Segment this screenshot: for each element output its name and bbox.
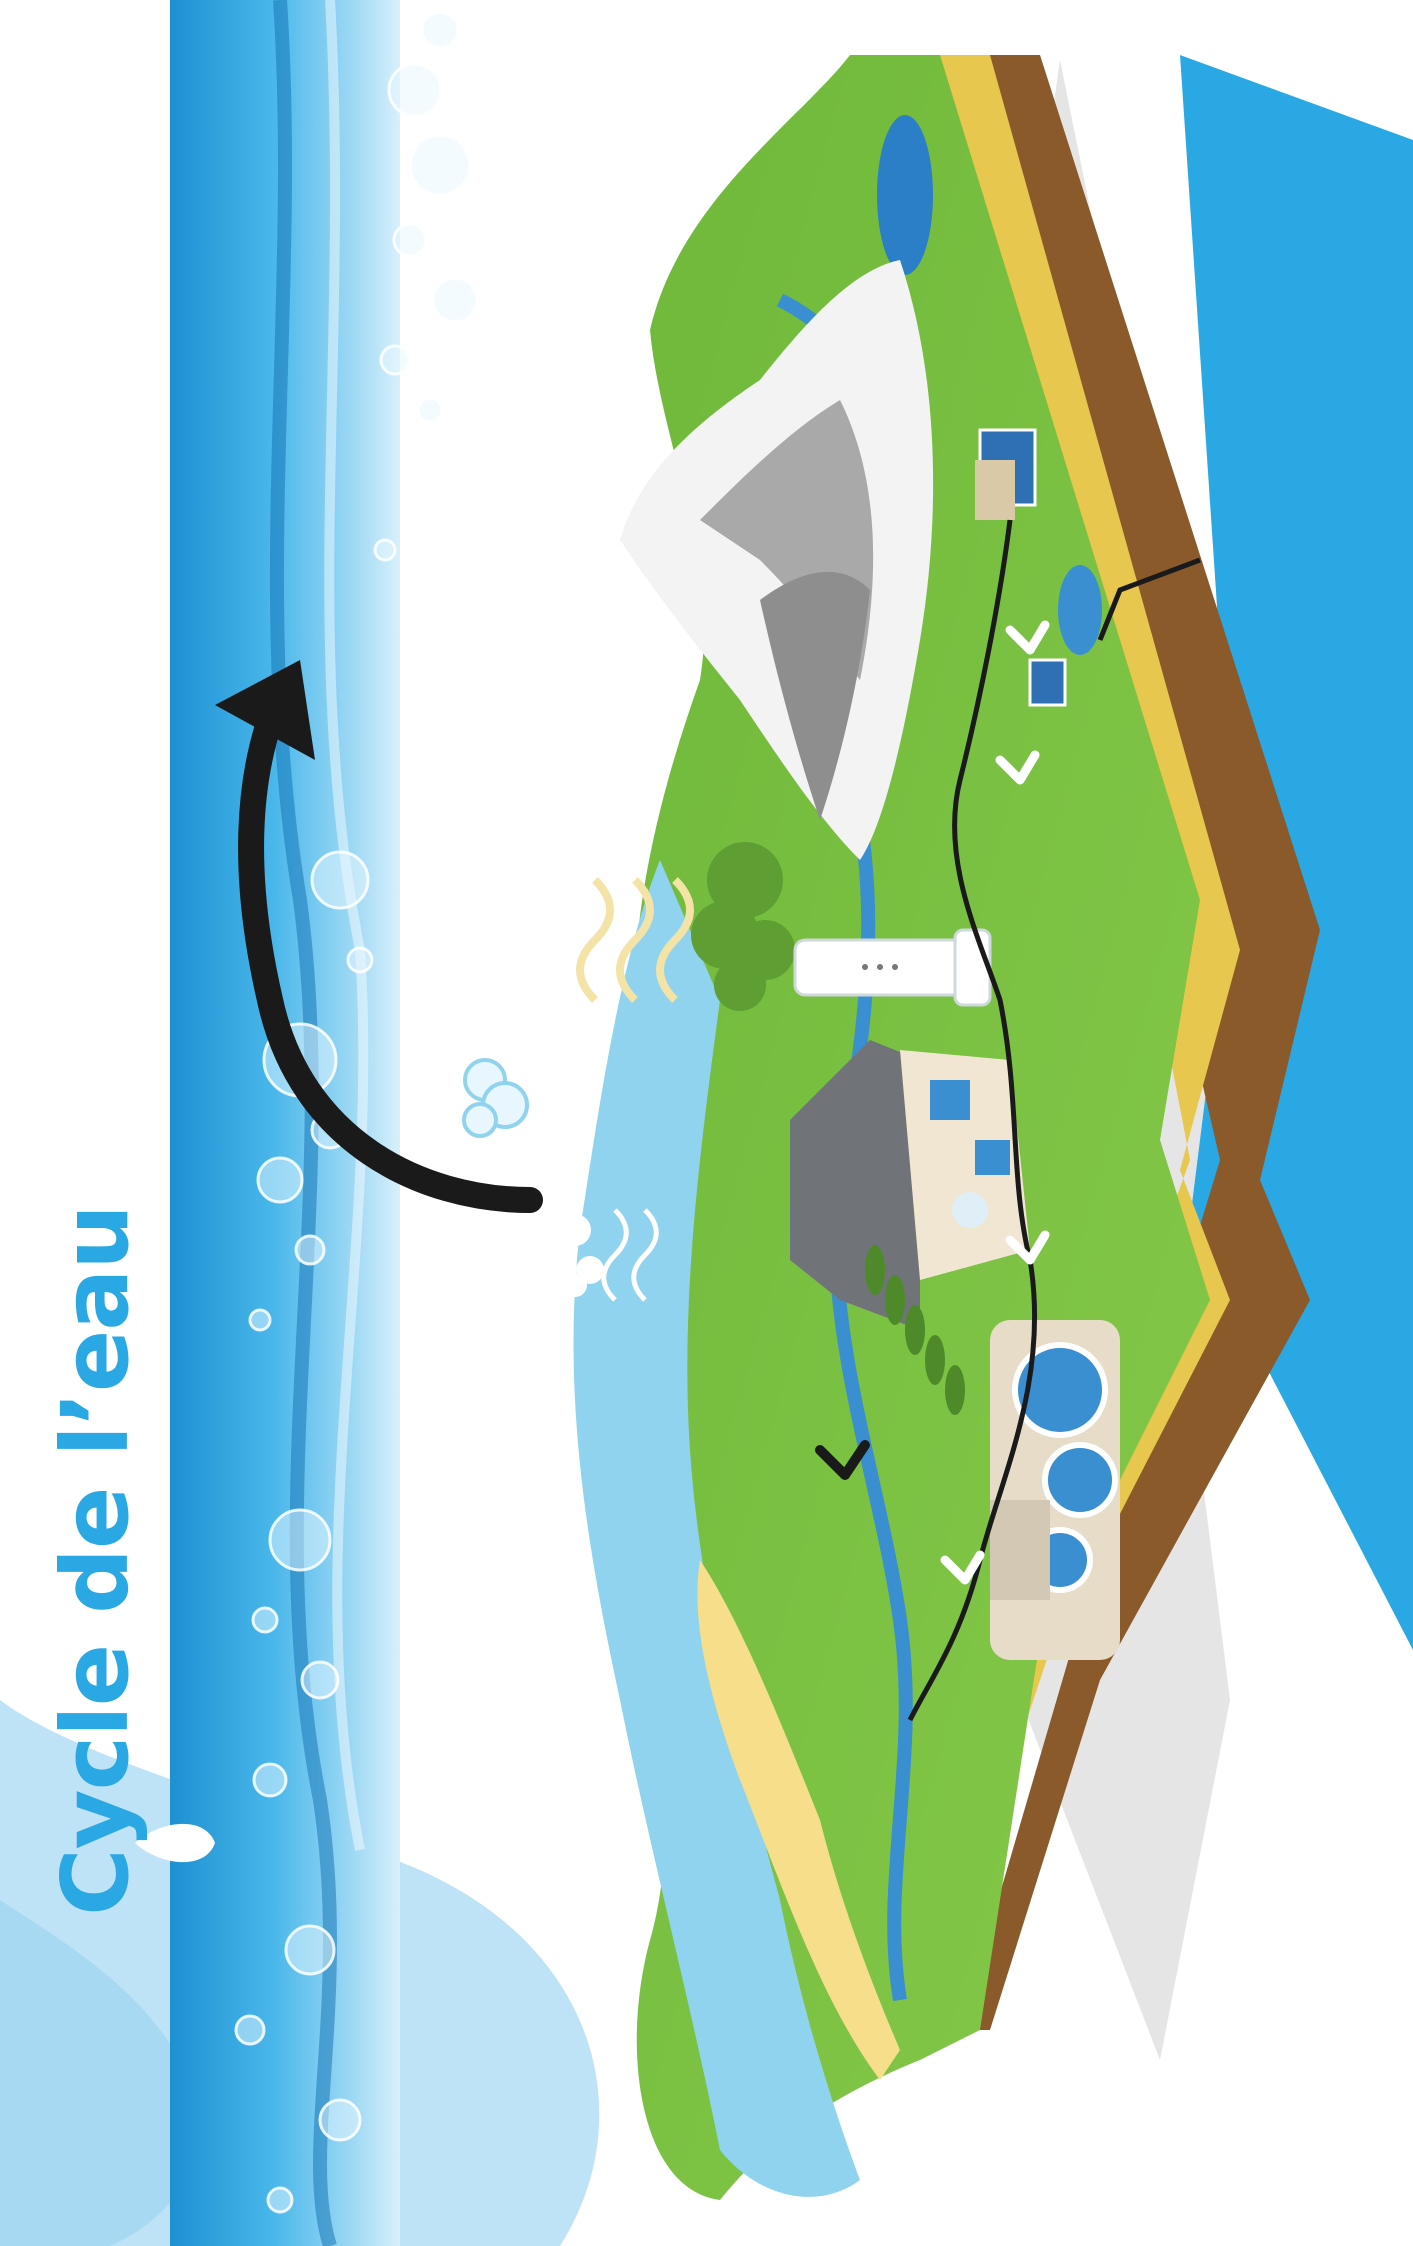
title-container: Cycle de l’eau bbox=[40, 1205, 150, 1916]
flow-arrow-icon bbox=[815, 1440, 870, 1480]
house-icon bbox=[790, 1040, 1030, 1330]
tree-icon bbox=[691, 842, 795, 1011]
mountain-icon bbox=[620, 260, 934, 860]
flow-arrow-icon bbox=[940, 620, 1050, 1585]
water-tower-icon bbox=[793, 928, 992, 1007]
water-drop-icon bbox=[135, 1823, 215, 1863]
cloud-outline-icon bbox=[462, 1058, 529, 1138]
treatment-plant-icon bbox=[990, 1320, 1120, 1660]
solar-panel-icon bbox=[975, 428, 1067, 707]
cloud-icon bbox=[535, 1190, 604, 1297]
water-band bbox=[170, 0, 400, 2246]
vapor-waves-icon bbox=[601, 1208, 659, 1302]
evaporation-waves-icon bbox=[576, 877, 694, 1003]
page-title: Cycle de l’eau bbox=[41, 1204, 149, 1916]
crop-field bbox=[865, 1245, 965, 1415]
circular-arrow-icon bbox=[215, 660, 543, 1213]
